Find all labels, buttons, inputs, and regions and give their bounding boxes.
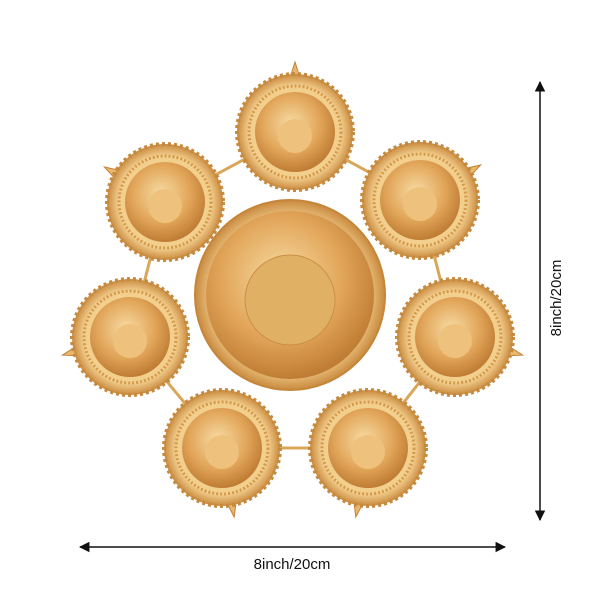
diya-lamp xyxy=(162,388,282,519)
width-label: 8inch/20cm xyxy=(254,556,331,573)
diya-lamp xyxy=(360,140,483,260)
height-label: 8inch/20cm xyxy=(548,260,565,337)
diya-lamp xyxy=(102,142,225,262)
diya-lamp xyxy=(395,277,525,397)
diya-lamp xyxy=(60,277,190,397)
center-bowl xyxy=(194,199,386,391)
diya-lamp xyxy=(308,388,428,519)
diya-lamp xyxy=(235,60,355,192)
